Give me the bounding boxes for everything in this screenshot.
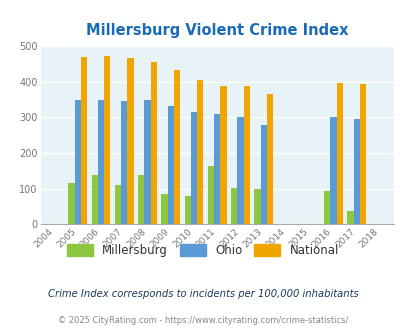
Legend: Millersburg, Ohio, National: Millersburg, Ohio, National [62,239,343,261]
Bar [243,86,249,224]
Bar [237,117,243,224]
Bar [254,189,260,224]
Bar [260,125,266,224]
Bar [167,106,173,224]
Bar [98,100,104,224]
Title: Millersburg Violent Crime Index: Millersburg Violent Crime Index [86,23,347,38]
Bar [359,84,365,224]
Bar [220,86,226,224]
Bar [207,166,213,224]
Bar [104,56,110,224]
Bar [92,175,98,224]
Text: Crime Index corresponds to incidents per 100,000 inhabitants: Crime Index corresponds to incidents per… [47,289,358,299]
Bar [266,94,273,224]
Text: © 2025 CityRating.com - https://www.cityrating.com/crime-statistics/: © 2025 CityRating.com - https://www.city… [58,316,347,325]
Bar [115,185,121,224]
Bar [329,117,336,224]
Bar [75,100,81,224]
Bar [353,118,359,224]
Bar [68,183,75,224]
Bar [161,194,167,224]
Bar [190,112,196,224]
Bar [184,196,190,224]
Bar [81,57,87,224]
Bar [336,83,342,224]
Bar [127,58,133,224]
Bar [121,101,127,224]
Bar [150,62,156,224]
Bar [138,175,144,224]
Bar [213,114,220,224]
Bar [323,190,329,224]
Bar [230,188,237,224]
Bar [173,70,180,224]
Bar [346,211,353,224]
Bar [144,100,150,224]
Bar [196,80,203,224]
